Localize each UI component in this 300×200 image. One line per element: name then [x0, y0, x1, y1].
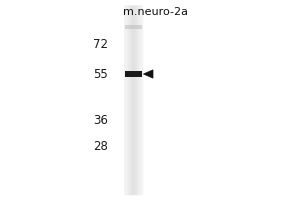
Text: 28: 28	[93, 140, 108, 152]
Polygon shape	[143, 70, 153, 78]
Text: 36: 36	[93, 114, 108, 127]
Bar	[125, 25, 142, 29]
Text: m.neuro-2a: m.neuro-2a	[124, 7, 188, 17]
Text: 72: 72	[93, 38, 108, 50]
Bar	[125, 71, 142, 77]
Text: 55: 55	[93, 68, 108, 80]
Bar	[125, 6, 142, 194]
